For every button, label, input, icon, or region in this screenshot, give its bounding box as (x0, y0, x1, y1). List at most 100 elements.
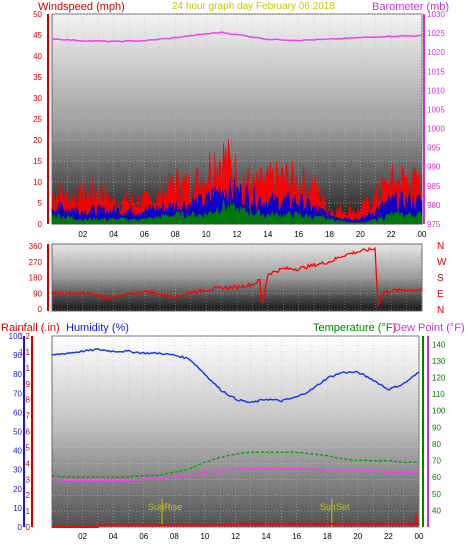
rainfall-tick: 0 (26, 523, 31, 532)
direction-tick: 180 (29, 274, 43, 283)
temperature-tick: 120 (432, 374, 446, 383)
temperature-tick: 90 (432, 423, 441, 432)
barometer-tick: 1030 (427, 10, 445, 19)
rainfall-tick: .5 (23, 443, 30, 452)
rainfall-tick: .1 (23, 507, 30, 516)
humidity-x-tick: 04 (109, 532, 118, 541)
windspeed-tick: 35 (33, 73, 42, 82)
wind-low-series (51, 199, 423, 225)
windspeed-tick: 0 (38, 220, 43, 229)
humidity-tick: 50 (13, 428, 22, 437)
humidity-tick: 70 (13, 389, 22, 398)
windspeed-tick: 25 (33, 115, 42, 124)
direction-panel-axes: 0 90 180 270 360 (29, 242, 49, 314)
direction-panel-series (51, 246, 423, 308)
wind-x-tick: 20 (356, 230, 365, 239)
humidity-label: Humidity (%) (66, 322, 129, 334)
wind-direction-series (51, 246, 423, 308)
humidity-x-tick: 00 (415, 532, 424, 541)
temperature-tick: 70 (432, 457, 441, 466)
wind-x-tick: 00 (418, 230, 427, 239)
wind-x-tick: 02 (78, 230, 87, 239)
wind-panel-axes: 0510152025303540455097598098599099510001… (33, 10, 445, 239)
windspeed-tick: 45 (33, 31, 42, 40)
graph-title: 24 hour graph day February 06 2018 (172, 1, 335, 12)
windspeed-tick: 40 (33, 52, 42, 61)
rainfall-tick: .6 (23, 428, 30, 437)
rainfall-tick: .7 (23, 412, 30, 421)
barometer-tick: 1010 (427, 86, 445, 95)
humidity-tick: 0 (18, 523, 23, 532)
sunset-label: SunSet (320, 502, 350, 512)
compass-letter-e: E (437, 289, 444, 300)
humidity-tick: 60 (13, 408, 22, 417)
rainfall-label: Rainfall (.in) (1, 322, 60, 334)
windspeed-tick: 20 (33, 136, 42, 145)
humidity-x-tick: 18 (323, 532, 332, 541)
direction-tick: 90 (33, 289, 42, 298)
rainfall-tick: .8 (23, 396, 30, 405)
direction-tick: 360 (29, 242, 43, 251)
wind-panel-series (51, 31, 423, 225)
temperature-tick: 130 (432, 357, 446, 366)
compass-letter-w: W (437, 257, 447, 268)
dewpoint-label: Dew Point (°F) (393, 322, 465, 334)
wind-x-tick: 08 (171, 230, 180, 239)
compass-letter-n: N (437, 305, 444, 316)
rainfall-tick: .9 (23, 380, 30, 389)
wind-x-tick: 12 (233, 230, 242, 239)
wind-x-tick: 18 (325, 230, 334, 239)
wind-x-tick: 06 (140, 230, 149, 239)
barometer-tick: 1015 (427, 67, 445, 76)
barometer-label: Barometer (mb) (372, 1, 449, 13)
barometer-tick: 990 (427, 163, 441, 172)
windspeed-tick: 30 (33, 94, 42, 103)
humidity-tick: 80 (13, 370, 22, 379)
barometer-tick: 1005 (427, 105, 445, 114)
temperature-label: Temperature (°F) (313, 322, 396, 334)
windspeed-tick: 10 (33, 178, 42, 187)
barometer-tick: 995 (427, 144, 441, 153)
rainfall-tick: .4 (23, 459, 30, 468)
humidity-x-tick: 02 (78, 532, 87, 541)
wind-x-tick: 14 (263, 230, 272, 239)
wind-average-series (51, 175, 423, 225)
barometer-tick: 975 (427, 220, 441, 229)
humidity-x-tick: 20 (353, 532, 362, 541)
direction-panel-grid (52, 244, 423, 311)
temperature-tick: 60 (432, 473, 441, 482)
temperature-tick: 140 (432, 340, 446, 349)
temperature-tick: 80 (432, 440, 441, 449)
rainfall-tick: .3 (23, 475, 30, 484)
temperature-tick: 50 (432, 490, 441, 499)
rainfall-tick: 1 (26, 364, 31, 373)
temperature-tick: 110 (432, 390, 445, 399)
windspeed-tick: 15 (33, 157, 42, 166)
humidity-tick: 10 (13, 504, 22, 513)
barometer-tick: 985 (427, 182, 441, 191)
wind-x-tick: 10 (202, 230, 211, 239)
windspeed-tick: 50 (33, 10, 42, 19)
temperature-series (51, 451, 420, 479)
windspeed-tick: 5 (38, 199, 43, 208)
wind-x-tick: 16 (294, 230, 303, 239)
windspeed-label: Windspeed (mph) (38, 1, 125, 13)
compass-letter-s: S (437, 273, 444, 284)
humidity-x-tick: 12 (231, 532, 240, 541)
rainfall-tick: .2 (23, 491, 30, 500)
temperature-tick: 40 (432, 506, 441, 515)
humidity-x-tick: 08 (170, 532, 179, 541)
direction-tick: 0 (38, 305, 43, 314)
rainfall-series (52, 522, 419, 528)
humidity-x-tick: 16 (292, 532, 301, 541)
humidity-tick: 40 (13, 447, 22, 456)
sunrise-label: SunRise (148, 502, 182, 512)
wind-x-tick: 04 (109, 230, 118, 239)
compass-letter-n: N (437, 241, 444, 252)
barometer-tick: 1000 (427, 125, 445, 134)
humidity-tick: 20 (13, 485, 22, 494)
barometer-tick: 1020 (427, 48, 445, 57)
barometer-tick: 1025 (427, 29, 445, 38)
